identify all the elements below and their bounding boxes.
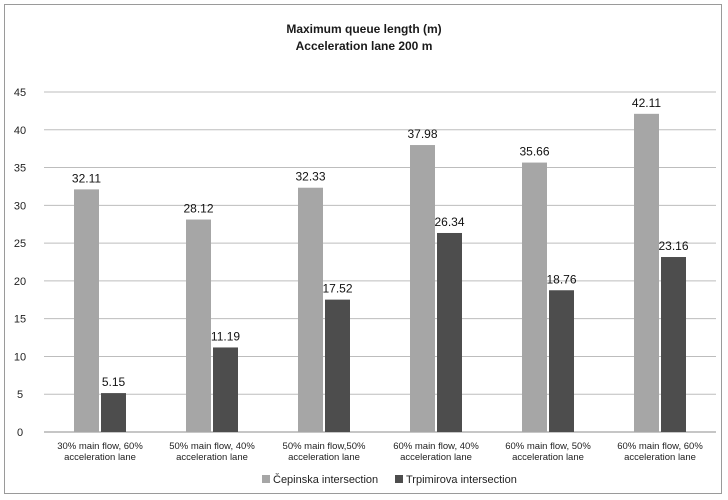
legend-swatch [395,475,403,483]
bar [186,219,211,432]
data-label: 32.11 [72,171,101,185]
data-label: 23.16 [658,239,688,253]
data-label: 32.33 [295,170,325,184]
bar [410,145,435,433]
category-label: 60% main flow, 40% [393,441,479,452]
category-label: 60% main flow, 60% [617,441,703,452]
bars [74,113,686,433]
data-labels: 32.11 5.15 28.12 11.19 32.33 17.52 37.98 26.34 3… [72,96,689,389]
y-axis-ticks: 0 5 10 15 20 25 30 35 40 45 [14,87,26,439]
legend-label: Čepinska intersection [273,473,378,486]
bar [213,347,238,432]
category-label: acceleration lane [624,452,696,463]
legend: Čepinska intersection Trpimirova intersec… [262,473,517,486]
data-label: 28.12 [183,202,213,216]
y-tick-label: 30 [14,200,26,212]
data-label: 18.76 [546,272,576,286]
y-tick-label: 5 [17,389,23,401]
legend-item: Čepinska intersection [262,473,378,486]
data-label: 5.15 [102,375,126,389]
data-label: 42.11 [632,96,661,110]
category-label: 30% main flow, 60% [57,441,143,452]
chart-subtitle: Acceleration lane 200 m [296,39,433,53]
y-tick-label: 0 [17,427,23,439]
category-label: 50% main flow, 40% [169,441,255,452]
category-label: acceleration lane [64,452,136,463]
y-tick-label: 35 [14,163,26,175]
chart-title: Maximum queue length (m) [286,22,441,36]
data-label: 35.66 [519,145,549,159]
data-label: 17.52 [322,282,352,296]
bar [298,187,323,432]
legend-item: Trpimirova intersection [395,474,517,486]
category-label: 50% main flow,50% [283,441,366,452]
bar [325,299,350,432]
y-tick-label: 10 [14,351,26,363]
category-label: acceleration lane [176,452,248,463]
legend-label: Trpimirova intersection [406,474,517,486]
data-label: 37.98 [407,127,437,141]
data-label: 11.19 [211,329,240,343]
bar [522,162,547,432]
category-label: acceleration lane [288,452,360,463]
y-tick-label: 40 [14,125,26,137]
category-label: 60% main flow, 50% [505,441,591,452]
y-tick-label: 25 [14,238,26,250]
data-label: 26.34 [434,215,464,229]
y-tick-label: 20 [14,276,26,288]
bar [549,290,574,432]
gridlines [44,91,716,433]
bar [74,189,99,432]
y-tick-label: 45 [14,87,26,99]
y-tick-label: 15 [14,314,26,326]
bar [437,232,462,432]
legend-swatch [262,475,270,483]
category-label: acceleration lane [512,452,584,463]
category-label: acceleration lane [400,452,472,463]
bar [101,393,126,432]
bar [661,257,686,432]
bar [634,113,659,432]
